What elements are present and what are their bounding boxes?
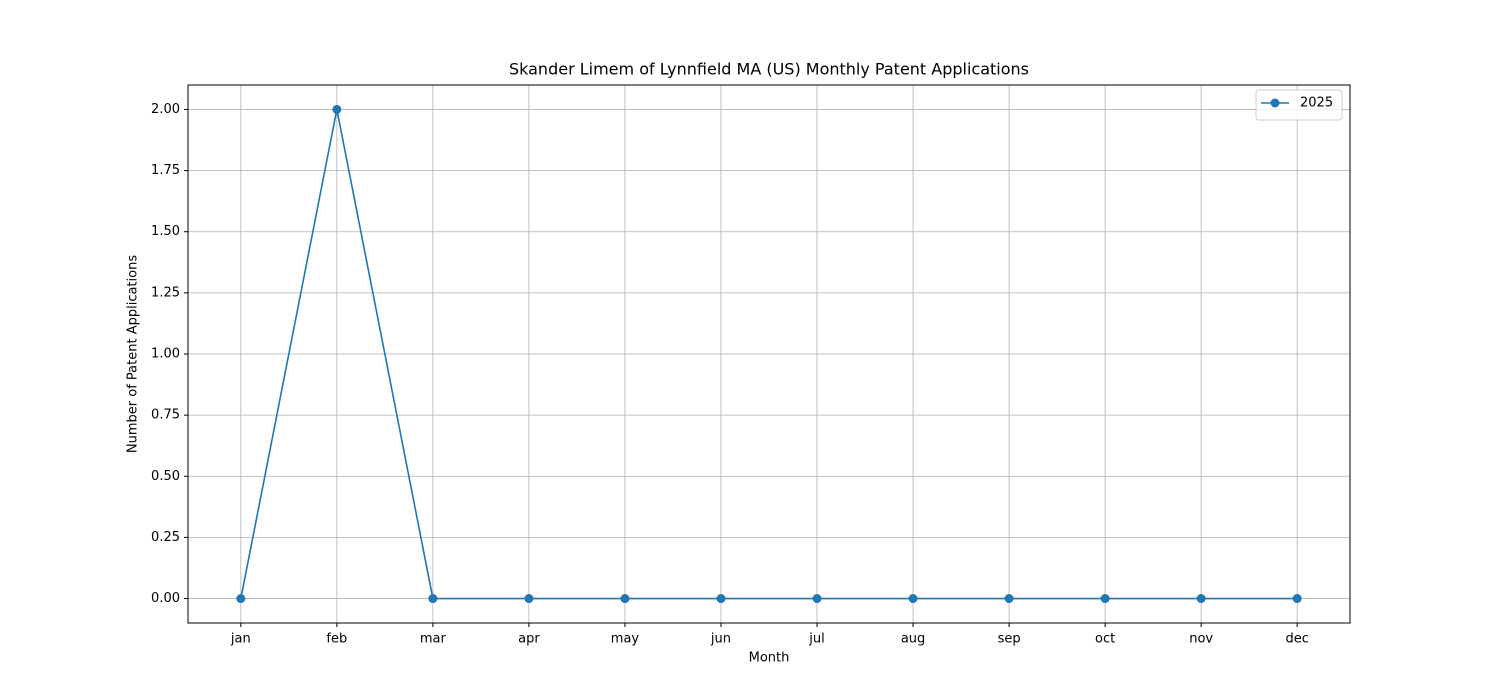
- x-tick-label: jan: [230, 632, 251, 647]
- legend-label: 2025: [1300, 96, 1333, 111]
- y-tick-label: 0.00: [151, 591, 180, 606]
- chart-title: Skander Limem of Lynnfield MA (US) Month…: [509, 60, 1029, 79]
- data-point: [236, 594, 245, 603]
- x-tick-label: jun: [710, 632, 731, 647]
- legend-marker: [1271, 99, 1280, 108]
- data-point: [1197, 594, 1206, 603]
- y-tick-label: 1.00: [151, 347, 180, 362]
- x-tick-label: sep: [998, 632, 1021, 647]
- y-tick-label: 0.75: [151, 408, 180, 423]
- x-tick-label: mar: [420, 632, 447, 647]
- x-tick-label: may: [611, 632, 640, 647]
- x-tick-label: nov: [1189, 632, 1213, 647]
- data-point: [909, 594, 918, 603]
- y-tick-label: 1.75: [151, 163, 180, 178]
- x-tick-label: oct: [1095, 632, 1115, 647]
- y-tick-label: 1.50: [151, 224, 180, 239]
- x-tick-label: dec: [1285, 632, 1308, 647]
- chart: Skander Limem of Lynnfield MA (US) Month…: [0, 0, 1500, 700]
- data-point: [813, 594, 822, 603]
- data-point: [1293, 594, 1302, 603]
- data-point: [1101, 594, 1110, 603]
- y-axis-label: Number of Patent Applications: [126, 255, 141, 453]
- x-tick-label: jul: [808, 632, 824, 647]
- x-tick-label: aug: [901, 632, 925, 647]
- data-point: [716, 594, 725, 603]
- y-tick-label: 1.25: [151, 285, 180, 300]
- x-tick-label: feb: [326, 632, 347, 647]
- data-point: [1005, 594, 1014, 603]
- y-tick-label: 2.00: [151, 102, 180, 117]
- x-tick-label: apr: [518, 632, 540, 647]
- x-axis-label: Month: [749, 651, 790, 666]
- data-point: [524, 594, 533, 603]
- y-tick-label: 0.50: [151, 469, 180, 484]
- data-point: [620, 594, 629, 603]
- data-point: [332, 105, 341, 114]
- y-tick-label: 0.25: [151, 530, 180, 545]
- data-point: [428, 594, 437, 603]
